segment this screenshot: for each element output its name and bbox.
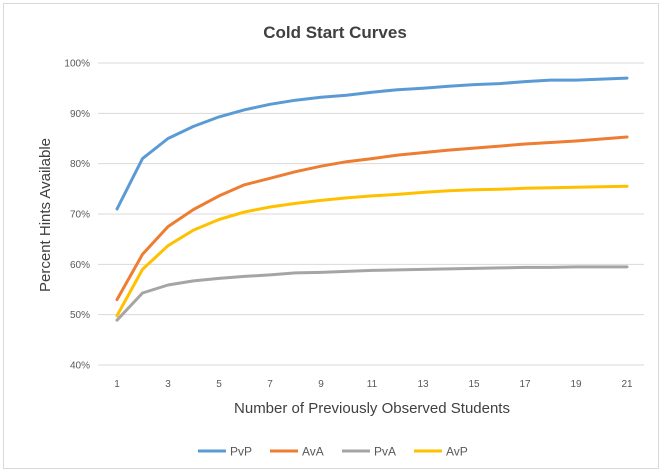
x-tick-label: 21 — [621, 379, 633, 390]
x-tick-label: 19 — [570, 379, 582, 390]
y-tick-label: 100% — [64, 59, 90, 70]
y-tick-label: 50% — [70, 310, 90, 321]
x-tick-label: 9 — [318, 379, 324, 390]
y-tick-label: 90% — [70, 109, 90, 120]
legend-item-avp: AvP — [414, 445, 468, 459]
legend-label: PvP — [230, 445, 252, 459]
y-tick-label: 70% — [70, 210, 90, 221]
x-tick-label: 15 — [468, 379, 480, 390]
x-axis-title: Number of Previously Observed Students — [234, 400, 510, 417]
y-axis-ticks: 40% 50% 60% 70% 80% 90% 100% — [64, 59, 90, 372]
gridlines — [98, 62, 644, 366]
series-line-pva — [115, 265, 629, 322]
y-axis-title: Percent Hints Available — [37, 138, 54, 292]
y-tick-label: 60% — [70, 260, 90, 271]
legend: PvP AvA PvA AvP — [198, 445, 468, 459]
legend-label: PvA — [374, 445, 396, 459]
x-tick-label: 7 — [267, 379, 273, 390]
legend-label: AvA — [302, 445, 324, 459]
y-tick-label: 40% — [70, 361, 90, 372]
series-line-ava — [115, 135, 629, 302]
series-line-avp — [115, 184, 629, 318]
legend-item-ava: AvA — [270, 445, 324, 459]
series-line-pvp — [115, 76, 629, 211]
x-tick-label: 13 — [417, 379, 429, 390]
x-axis-ticks: 1 3 5 7 9 11 13 15 17 19 21 — [114, 379, 633, 390]
legend-item-pvp: PvP — [198, 445, 252, 459]
series-lines — [115, 76, 629, 322]
x-tick-label: 3 — [165, 379, 171, 390]
legend-label: AvP — [446, 445, 468, 459]
y-tick-label: 80% — [70, 159, 90, 170]
chart-title: Cold Start Curves — [263, 23, 407, 42]
legend-item-pva: PvA — [342, 445, 396, 459]
x-tick-label: 5 — [216, 379, 222, 390]
x-tick-label: 17 — [519, 379, 531, 390]
x-tick-label: 11 — [367, 379, 378, 390]
x-tick-label: 1 — [114, 379, 120, 390]
